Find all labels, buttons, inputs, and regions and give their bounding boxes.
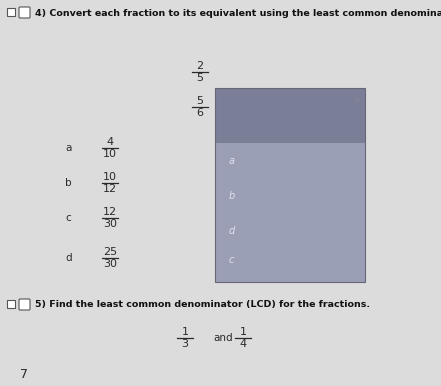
Text: and: and — [213, 333, 232, 343]
Text: 25: 25 — [103, 247, 117, 257]
Text: a: a — [229, 156, 235, 166]
Text: 5: 5 — [197, 96, 203, 106]
Text: 5: 5 — [197, 73, 203, 83]
Text: c: c — [65, 213, 71, 223]
Text: d: d — [229, 225, 235, 235]
Text: 6: 6 — [197, 108, 203, 118]
Text: b: b — [65, 178, 71, 188]
Text: 12: 12 — [103, 184, 117, 194]
Text: 10: 10 — [103, 149, 117, 159]
Text: 1: 1 — [239, 327, 247, 337]
Text: 2: 2 — [196, 61, 204, 71]
Text: 1: 1 — [182, 327, 188, 337]
Text: 12: 12 — [103, 207, 117, 217]
Text: v: v — [355, 96, 359, 105]
Text: 4: 4 — [106, 137, 114, 147]
Text: 4) Convert each fraction to its equivalent using the least common denominator.: 4) Convert each fraction to its equivale… — [35, 8, 441, 17]
Bar — [7, 8, 15, 16]
FancyBboxPatch shape — [19, 299, 30, 310]
Text: b: b — [229, 191, 235, 201]
Text: 30: 30 — [103, 219, 117, 229]
Text: 5) Find the least common denominator (LCD) for the fractions.: 5) Find the least common denominator (LC… — [35, 300, 370, 310]
Text: c: c — [229, 255, 234, 265]
FancyBboxPatch shape — [19, 7, 30, 18]
Text: 3: 3 — [182, 339, 188, 349]
Text: 4: 4 — [239, 339, 247, 349]
Bar — [215, 143, 365, 282]
Bar — [215, 88, 365, 282]
Bar — [7, 300, 15, 308]
Text: d: d — [65, 253, 71, 263]
Text: 10: 10 — [103, 172, 117, 182]
Text: 7: 7 — [20, 367, 28, 381]
Text: a: a — [65, 143, 71, 153]
Bar — [215, 88, 365, 143]
Text: 30: 30 — [103, 259, 117, 269]
